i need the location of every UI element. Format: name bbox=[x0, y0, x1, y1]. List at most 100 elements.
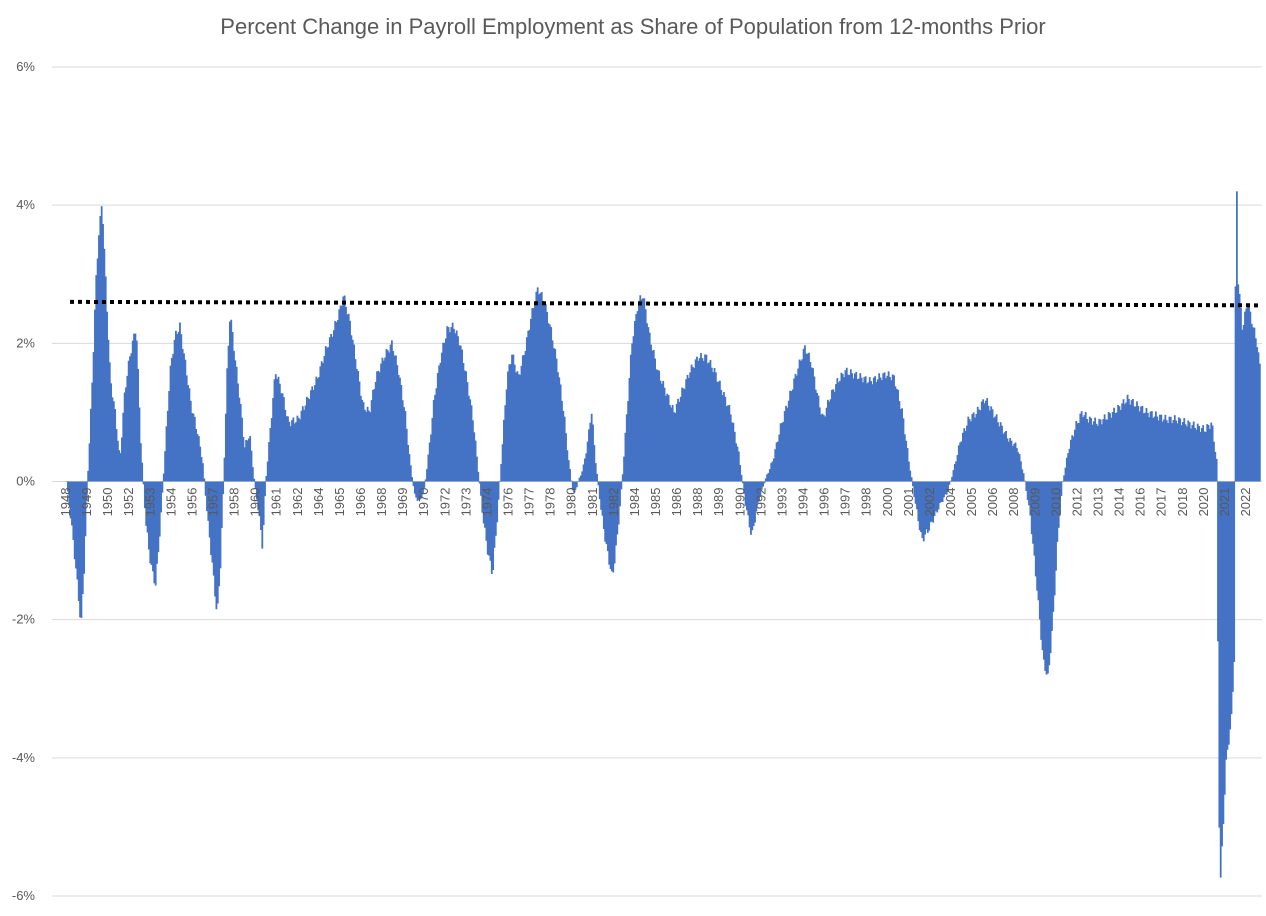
bar bbox=[470, 405, 473, 482]
bar bbox=[632, 336, 635, 482]
bar bbox=[380, 363, 382, 482]
bar bbox=[100, 206, 103, 482]
bar bbox=[1080, 411, 1083, 482]
bar bbox=[276, 378, 279, 482]
bar bbox=[335, 322, 338, 482]
bar bbox=[1140, 406, 1142, 482]
bar bbox=[559, 384, 562, 482]
bar bbox=[446, 326, 449, 482]
bar bbox=[416, 481, 419, 501]
bar bbox=[347, 313, 350, 482]
bar bbox=[366, 406, 369, 482]
bar bbox=[153, 481, 156, 584]
bar bbox=[1053, 481, 1056, 596]
bar bbox=[164, 451, 167, 482]
bar bbox=[1208, 428, 1211, 482]
bar bbox=[1041, 481, 1044, 651]
bar bbox=[224, 413, 227, 482]
bar bbox=[577, 481, 580, 482]
bar bbox=[1129, 404, 1132, 482]
x-tick-label: 2001 bbox=[901, 488, 916, 517]
bar bbox=[272, 398, 275, 482]
bar bbox=[138, 407, 141, 482]
bar bbox=[547, 323, 550, 482]
bar bbox=[1011, 446, 1014, 482]
bar bbox=[1033, 481, 1036, 556]
bar bbox=[1257, 352, 1260, 482]
bar bbox=[979, 410, 982, 482]
bar bbox=[1203, 431, 1206, 482]
bar bbox=[516, 371, 519, 482]
bar bbox=[671, 404, 674, 482]
bar bbox=[143, 481, 146, 509]
bar bbox=[177, 331, 180, 482]
reference-line-group bbox=[69, 299, 1263, 308]
bar bbox=[1171, 423, 1174, 482]
y-tick-label: 4% bbox=[16, 197, 35, 212]
bar bbox=[704, 354, 706, 482]
bar bbox=[679, 396, 682, 482]
bar bbox=[388, 352, 391, 482]
bar bbox=[76, 481, 79, 580]
bar bbox=[399, 377, 401, 482]
bar bbox=[754, 481, 756, 523]
x-tick-label: 1974 bbox=[479, 488, 494, 517]
bar bbox=[858, 378, 860, 482]
bar bbox=[1037, 481, 1040, 601]
bar-series bbox=[65, 191, 1261, 878]
bar bbox=[435, 388, 438, 482]
bar bbox=[1123, 404, 1126, 482]
bar bbox=[1134, 406, 1137, 482]
bar bbox=[427, 454, 430, 482]
bar bbox=[361, 399, 364, 482]
bar bbox=[968, 419, 971, 482]
bar bbox=[1244, 311, 1246, 482]
bar bbox=[1176, 423, 1179, 482]
bar bbox=[729, 414, 732, 482]
x-tick-label: 1957 bbox=[206, 488, 221, 517]
bar bbox=[995, 414, 998, 482]
bar bbox=[385, 349, 388, 482]
bar bbox=[783, 411, 786, 482]
bar bbox=[696, 356, 698, 482]
bar bbox=[94, 309, 96, 482]
bar bbox=[249, 436, 252, 482]
bar bbox=[613, 481, 616, 564]
bar bbox=[488, 481, 490, 556]
bar bbox=[994, 416, 997, 482]
bar bbox=[901, 408, 904, 482]
bar bbox=[920, 481, 922, 533]
bar bbox=[876, 379, 879, 482]
bar bbox=[882, 373, 885, 482]
bar bbox=[449, 332, 451, 482]
bar bbox=[127, 360, 130, 482]
bar bbox=[763, 481, 766, 484]
bar bbox=[987, 405, 990, 482]
bar bbox=[121, 437, 123, 482]
bar bbox=[744, 481, 747, 506]
x-tick-label: 1997 bbox=[838, 488, 853, 517]
bar bbox=[554, 348, 557, 482]
bar bbox=[1091, 424, 1094, 482]
bar bbox=[1096, 425, 1099, 482]
bar bbox=[597, 481, 600, 486]
bar bbox=[659, 380, 662, 482]
bar bbox=[1202, 425, 1205, 482]
bar bbox=[824, 416, 827, 482]
bar bbox=[424, 479, 427, 482]
bar bbox=[330, 333, 333, 482]
bar bbox=[490, 481, 493, 574]
bar bbox=[1229, 481, 1232, 730]
bar bbox=[389, 344, 392, 482]
bar bbox=[775, 442, 778, 482]
bar bbox=[1133, 406, 1136, 482]
bar bbox=[928, 481, 931, 531]
bar bbox=[1168, 416, 1171, 482]
x-tick-label: 1972 bbox=[437, 488, 452, 517]
bar bbox=[658, 370, 661, 482]
bar bbox=[879, 377, 882, 482]
bar bbox=[505, 389, 508, 482]
bar bbox=[1090, 418, 1093, 482]
bar bbox=[432, 399, 435, 482]
bar bbox=[690, 364, 693, 482]
